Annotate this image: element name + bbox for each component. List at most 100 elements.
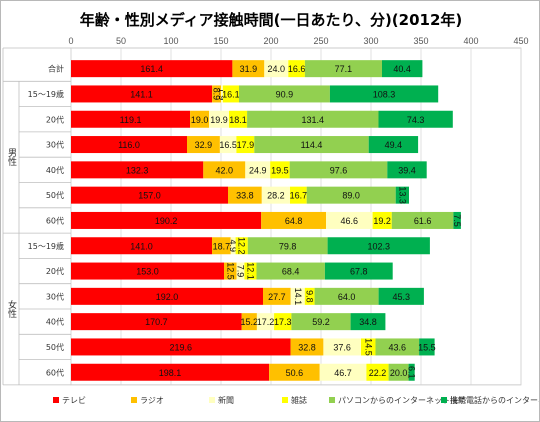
data-label: 157.0	[138, 191, 161, 201]
data-label: 33.8	[236, 191, 254, 201]
data-label: 141.1	[130, 89, 153, 99]
data-label: 46.7	[334, 368, 352, 378]
data-label: 46.6	[341, 216, 359, 226]
bar-segment	[378, 110, 453, 128]
x-tick-label: 400	[463, 36, 478, 46]
data-label: 39.4	[398, 165, 416, 175]
bar-segment	[229, 110, 248, 128]
legend-label: ラジオ	[140, 396, 164, 405]
data-label: 161.4	[140, 64, 163, 74]
data-label: 32.8	[298, 342, 316, 352]
row-labels: 合計 15〜19歳 20代 30代 40代 50代 60代 15〜19歳 20代 30代 40代 50…	[2, 47, 71, 386]
bar-segment	[274, 313, 292, 331]
legend-swatch	[329, 397, 335, 403]
x-tick-label: 150	[213, 36, 228, 46]
legend-label: テレビ	[62, 396, 86, 405]
bar-segment	[256, 313, 275, 331]
data-label: 9.8	[305, 290, 315, 303]
bar-segment	[209, 110, 229, 128]
bar-segment	[203, 161, 246, 179]
data-label: 132.3	[126, 165, 149, 175]
category-label: 15〜19歳	[28, 241, 64, 251]
bar-segment	[71, 338, 291, 356]
data-label: 141.0	[130, 241, 153, 251]
bars: 161.4 31.9 24.0 16.6 77.1 40.4 141.1 8.91.916.1…	[71, 60, 462, 381]
data-label: 190.2	[155, 216, 178, 226]
data-label: 28.2	[267, 191, 285, 201]
data-label: 77.1	[335, 64, 353, 74]
data-label: 12.1	[245, 262, 255, 280]
legend-label: 新聞	[218, 395, 234, 405]
data-label: 219.6	[170, 342, 193, 352]
data-label: 17.9	[237, 140, 255, 150]
bar-segment	[361, 338, 376, 356]
data-label: 68.4	[282, 267, 300, 277]
bar-segment	[291, 313, 351, 331]
bar-segment	[326, 211, 373, 229]
bar-segment	[71, 85, 213, 103]
category-label: 40代	[46, 165, 64, 175]
data-label: 64.0	[338, 292, 356, 302]
bar-segment	[230, 237, 236, 255]
bar-segment	[190, 110, 210, 128]
bar-segment	[239, 85, 330, 103]
data-label: 19.9	[210, 115, 228, 125]
bar-segment	[236, 136, 255, 154]
bar-segment	[395, 186, 409, 204]
bar-segment	[187, 136, 220, 154]
data-label: 17.2	[257, 317, 275, 327]
bar-segment	[263, 287, 291, 305]
data-label: 131.4	[302, 115, 325, 125]
bar-segment	[228, 186, 262, 204]
bar-segment	[219, 136, 237, 154]
category-label: 30代	[46, 140, 64, 150]
bar-segment	[387, 161, 427, 179]
data-label: 14.1	[293, 288, 303, 306]
data-label: 19.2	[373, 216, 391, 226]
chart-title: 年齢・性別メディア接触時間(一日あたり、分)(2012年)	[80, 11, 463, 29]
bar-segment	[329, 85, 439, 103]
data-label: 59.2	[312, 317, 330, 327]
bar-segment	[350, 313, 386, 331]
data-label: 15.5	[418, 342, 436, 352]
bar-segment	[71, 211, 262, 229]
bar-segment	[71, 237, 212, 255]
data-label: 89.0	[342, 191, 360, 201]
data-label: 43.6	[389, 342, 407, 352]
bar-segment	[324, 262, 393, 280]
data-label: 24.0	[268, 64, 286, 74]
data-label: 102.3	[367, 241, 390, 251]
legend-swatch	[209, 397, 215, 403]
bar-segment	[71, 363, 270, 381]
data-label: 61.6	[414, 216, 432, 226]
bar-segment	[408, 363, 415, 381]
legend-label: パソコンからのインターネット接続	[338, 395, 466, 405]
data-label: 16.7	[290, 191, 308, 201]
data-label: 67.8	[350, 267, 368, 277]
bar-segment	[453, 211, 461, 229]
x-axis: 0 50 100 150 200 250 300 350 400 450	[68, 36, 528, 46]
bar-segment	[419, 338, 435, 356]
data-label: 170.7	[145, 317, 168, 327]
bar-segment	[382, 60, 423, 78]
data-label: 37.6	[333, 342, 351, 352]
data-label: 108.3	[373, 89, 396, 99]
data-label: 18.1	[229, 115, 247, 125]
category-label: 30代	[46, 291, 64, 301]
bar-segment	[245, 161, 271, 179]
bar-segment	[241, 313, 257, 331]
data-label: 20.0	[390, 368, 408, 378]
legend-label: 携帯電話からのインターネット接続	[450, 395, 539, 405]
data-label: 192.0	[156, 292, 179, 302]
legend-swatch	[282, 397, 288, 403]
data-label: 6.1	[407, 366, 417, 379]
bar-segment	[375, 338, 420, 356]
category-label: 50代	[46, 342, 64, 352]
bar-segment	[247, 237, 328, 255]
category-label: 60代	[46, 367, 64, 377]
bar-segment	[71, 161, 204, 179]
data-label: 16.1	[222, 89, 240, 99]
bar-segment	[269, 363, 320, 381]
data-label: 49.4	[385, 140, 403, 150]
bar-segment	[244, 262, 257, 280]
